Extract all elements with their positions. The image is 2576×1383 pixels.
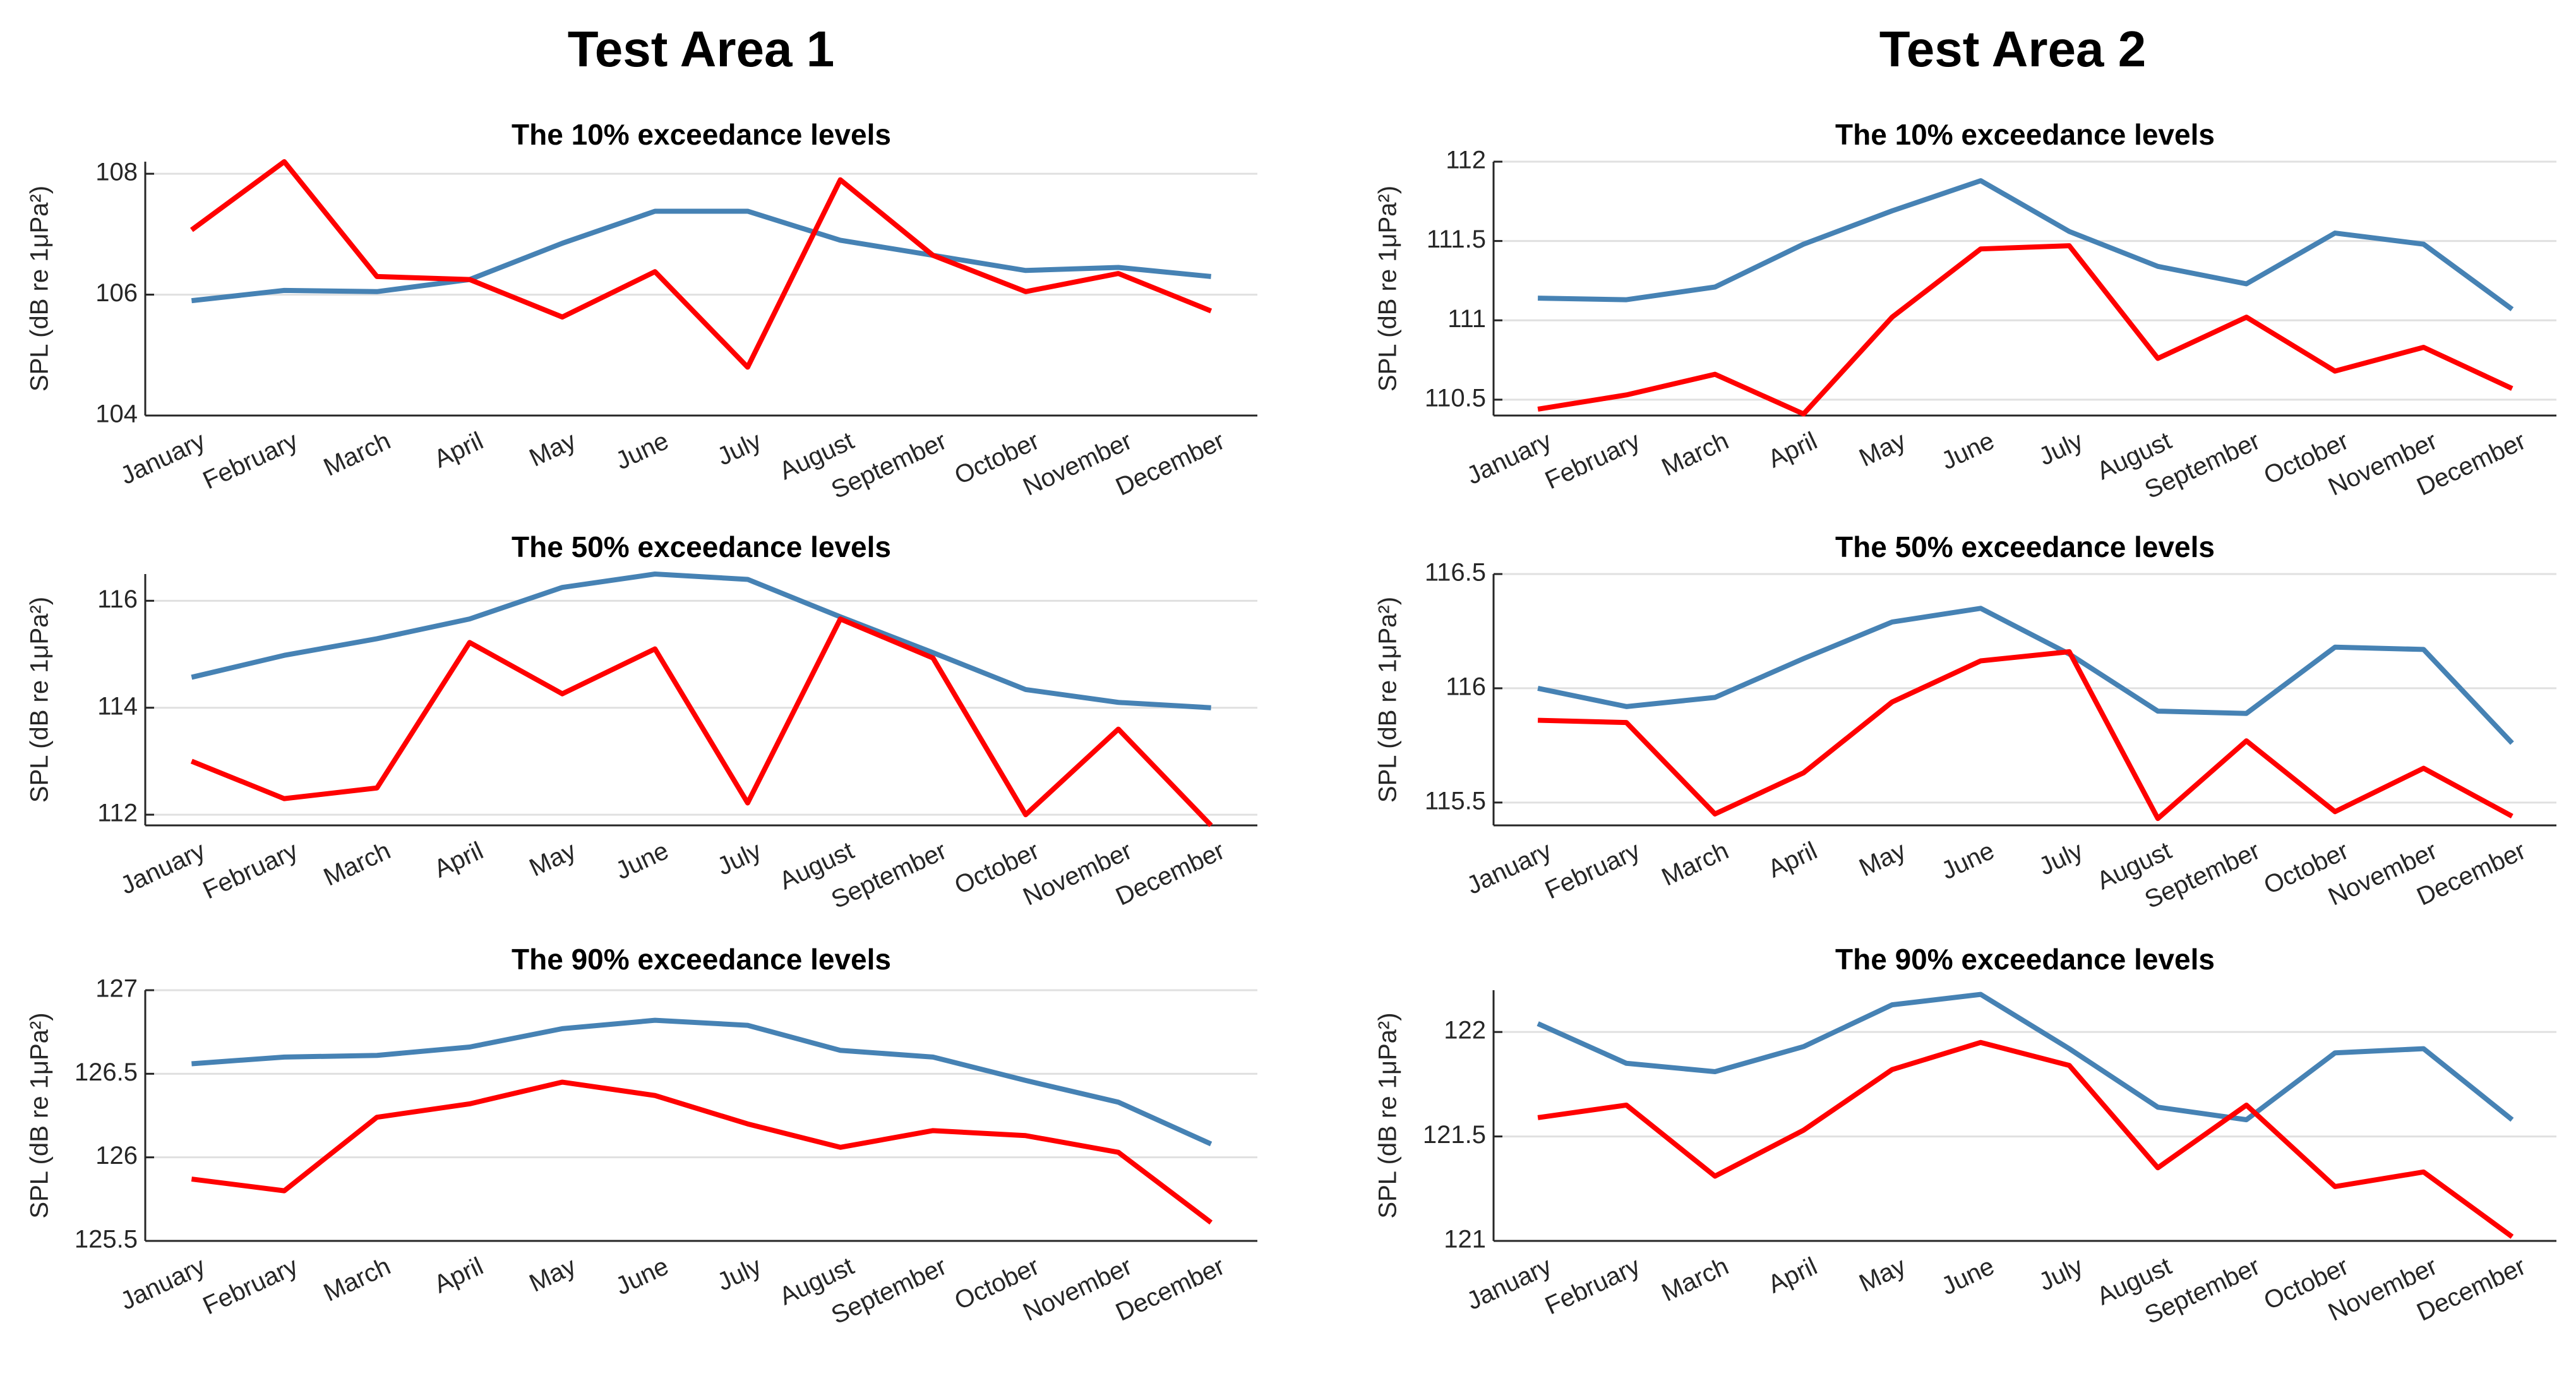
x-tick-label: May [1855, 837, 1910, 882]
x-tick-label: April [1764, 837, 1821, 883]
column-heading: Test Area 1 [568, 21, 834, 77]
x-tick-label: February [199, 837, 303, 905]
x-tick-label: January [116, 837, 210, 900]
x-tick-label: July [2035, 837, 2087, 881]
x-tick-label: July [2035, 1252, 2087, 1296]
y-tick-label: 127 [95, 975, 138, 1003]
y-tick-label: 108 [95, 159, 138, 186]
x-tick-label: February [1541, 427, 1644, 495]
x-tick-label: March [1658, 427, 1733, 482]
y-axis-label: SPL (dB re 1μPa²) [26, 1012, 54, 1218]
series-line [1538, 649, 2513, 822]
y-tick-label: 110.5 [1425, 384, 1486, 412]
y-tick-label: 116.5 [1425, 559, 1486, 587]
x-tick-label: February [199, 1252, 303, 1320]
x-tick-label: April [430, 837, 488, 883]
y-tick-label: 115.5 [1425, 787, 1486, 815]
chart-title: The 10% exceedance levels [1835, 118, 2215, 151]
series-line [191, 1079, 1213, 1225]
x-tick-label: May [525, 1252, 580, 1298]
x-tick-label: February [1541, 837, 1644, 905]
y-tick-label: 121 [1444, 1226, 1486, 1254]
chart-title: The 50% exceedance levels [1835, 530, 2215, 563]
x-tick-label: May [1855, 427, 1910, 472]
x-tick-label: March [320, 1252, 395, 1307]
chart-title: The 50% exceedance levels [512, 530, 891, 563]
y-axis-label: SPL (dB re 1μPa²) [1374, 186, 1402, 392]
series-line [191, 208, 1212, 304]
y-tick-label: 126 [95, 1142, 138, 1170]
x-tick-label: May [525, 837, 580, 882]
x-tick-label: April [1764, 427, 1821, 474]
x-tick-label: April [430, 1252, 488, 1299]
y-axis-label: SPL (dB re 1μPa²) [26, 597, 54, 803]
x-tick-label: July [713, 1252, 765, 1296]
x-tick-label: June [611, 427, 673, 476]
y-tick-label: 104 [95, 400, 138, 428]
x-tick-label: June [1937, 1252, 1998, 1301]
x-tick-label: January [116, 1252, 210, 1315]
y-axis-label: SPL (dB re 1μPa²) [26, 186, 54, 392]
series-line [190, 159, 1213, 370]
x-tick-label: March [1658, 1252, 1733, 1307]
x-tick-label: July [713, 837, 765, 881]
x-tick-label: April [430, 427, 488, 474]
chart-title: The 90% exceedance levels [1835, 943, 2215, 976]
column-heading: Test Area 2 [1879, 21, 2146, 77]
chart-title: The 10% exceedance levels [512, 118, 891, 151]
series-line [1537, 243, 2513, 417]
series-line [1538, 178, 2514, 311]
y-axis-label: SPL (dB re 1μPa²) [1374, 597, 1402, 803]
x-tick-label: July [2035, 427, 2087, 471]
series-line [191, 572, 1211, 710]
y-tick-label: 116 [1446, 673, 1486, 700]
x-tick-label: March [320, 427, 395, 482]
x-tick-label: February [1541, 1252, 1644, 1320]
y-tick-label: 116 [97, 585, 138, 613]
x-tick-label: July [713, 427, 765, 471]
x-tick-label: March [1658, 837, 1733, 892]
y-tick-label: 121.5 [1423, 1121, 1486, 1149]
chart-title: The 90% exceedance levels [512, 943, 891, 976]
x-tick-label: June [611, 837, 673, 885]
x-tick-label: June [1937, 837, 1998, 885]
y-tick-label: 112 [1446, 147, 1486, 174]
series-line [1537, 606, 2514, 745]
x-tick-label: May [525, 427, 580, 472]
x-tick-label: April [1764, 1252, 1821, 1299]
y-tick-label: 125.5 [75, 1226, 138, 1254]
y-tick-label: 122 [1444, 1017, 1486, 1045]
x-tick-label: February [199, 427, 303, 495]
y-tick-label: 112 [97, 799, 138, 827]
x-tick-label: March [320, 837, 395, 892]
y-tick-label: 106 [95, 279, 138, 307]
y-tick-label: 126.5 [75, 1058, 138, 1086]
x-tick-label: January [1463, 427, 1556, 490]
x-tick-label: May [1855, 1252, 1910, 1298]
x-tick-label: January [1463, 837, 1556, 900]
x-tick-label: January [1463, 1252, 1556, 1315]
x-tick-label: June [611, 1252, 673, 1301]
x-tick-label: January [116, 427, 210, 490]
y-axis-label: SPL (dB re 1μPa²) [1374, 1012, 1402, 1218]
series-line [1537, 991, 2514, 1123]
series-line [191, 1017, 1213, 1147]
x-tick-label: June [1937, 427, 1998, 476]
y-tick-label: 111.5 [1427, 225, 1486, 253]
y-tick-label: 111 [1447, 305, 1486, 333]
y-tick-label: 114 [97, 692, 138, 720]
series-line [1537, 1039, 2514, 1239]
series-line [190, 616, 1213, 827]
